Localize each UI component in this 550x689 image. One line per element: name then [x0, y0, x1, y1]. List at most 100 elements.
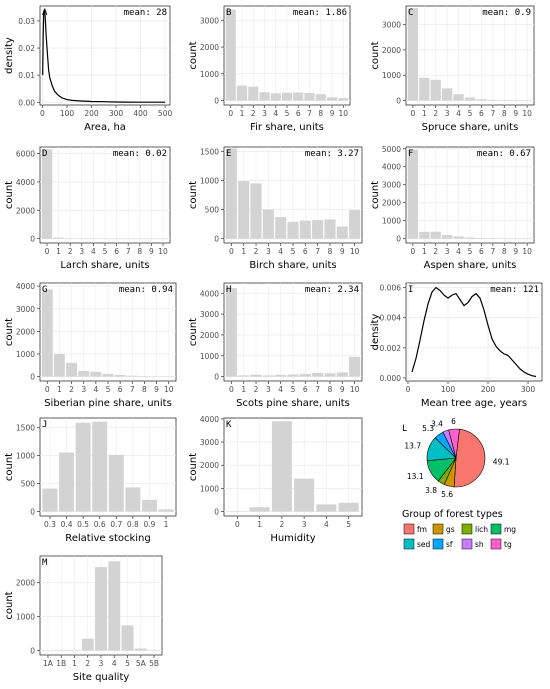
x-tick-label: 0.6 [94, 520, 106, 529]
x-tick-label: 0 [229, 247, 234, 256]
y-tick-label: 1000 [16, 612, 35, 621]
x-tick-label: 6 [479, 109, 484, 118]
y-tick-label: 0.00 [18, 98, 35, 107]
x-axis-label: Siberian pine share, units [44, 398, 172, 409]
y-axis-label: count [4, 181, 15, 209]
panel-label: B [226, 8, 231, 18]
bar-5 [102, 373, 114, 377]
x-axis-label: Site quality [73, 672, 130, 683]
bar-0.6 [92, 421, 108, 512]
y-axis-label: count [370, 41, 381, 69]
x-tick-label: 5B [149, 659, 159, 668]
bar-2 [430, 79, 441, 101]
legend-title: Group of forest types [402, 509, 503, 520]
x-tick-label: 5 [291, 247, 296, 256]
x-tick-label: 400 [133, 109, 148, 118]
y-tick-label: 4000 [200, 289, 219, 298]
y-tick-label: 2000 [16, 327, 35, 336]
bar-1 [238, 181, 250, 239]
y-tick-label: 5000 [382, 145, 401, 154]
x-tick-label: 10 [158, 247, 168, 256]
bar-4 [275, 217, 287, 239]
x-tick-label: 6 [114, 247, 119, 256]
panel-label: J [42, 420, 47, 430]
x-tick-label: 4 [456, 109, 461, 118]
y-tick-label: 2000 [16, 206, 35, 215]
x-tick-label: 0 [410, 109, 415, 118]
bar-0 [225, 148, 237, 239]
bar-5 [338, 502, 359, 512]
y-tick-label: 0.006 [380, 284, 402, 293]
legend-swatch-tg [490, 538, 502, 550]
y-tick-label: 3000 [200, 16, 219, 25]
panel-K: 0 1000 2000 3000 4000 0 1 2 3 4 5 Humidity count K [188, 415, 363, 544]
pie-label-tg: 6 [451, 417, 456, 426]
x-tick-label: 0 [235, 520, 240, 529]
x-tick-label: 4 [278, 385, 283, 394]
x-axis-label: Relative stocking [65, 533, 151, 544]
panel-label: H [226, 285, 231, 295]
bar-9 [326, 97, 338, 101]
x-tick-label: 8 [318, 109, 323, 118]
panel-label: I [408, 285, 413, 295]
bar-10 [349, 210, 361, 239]
y-tick-label: 0 [214, 508, 219, 517]
x-tick-label: 0.3 [44, 520, 56, 529]
legend-swatch-sh [461, 538, 473, 550]
y-tick-label: 3000 [16, 305, 35, 314]
x-tick-label: 8 [502, 247, 507, 256]
x-tick-label: 4 [91, 247, 96, 256]
panel-L: L 49.1 5.6 3.813.1 13.75.33.4 6 Group of fores… [402, 417, 516, 550]
bar-1 [238, 375, 250, 377]
x-tick-label: 3 [302, 520, 307, 529]
x-tick-label: 2 [433, 247, 438, 256]
mean-annotation: mean: 0.9 [482, 8, 531, 18]
bar-0 [225, 288, 237, 377]
x-tick-label: 2 [85, 659, 90, 668]
legend-label-sed: sed [417, 540, 431, 549]
y-tick-label: 0.000 [380, 374, 402, 383]
x-axis-label: Aspen share, units [424, 260, 517, 271]
bar-10 [338, 98, 349, 101]
x-tick-label: 0 [45, 385, 50, 394]
y-tick-label: 0.01 [18, 71, 35, 80]
x-tick-label: 9 [513, 247, 518, 256]
x-tick-label: 0 [228, 109, 233, 118]
bar-4 [316, 504, 337, 512]
bar-1 [249, 507, 270, 512]
y-tick-label: 0 [30, 373, 35, 382]
y-tick-label: 3000 [382, 21, 401, 30]
bar-3 [78, 370, 90, 377]
x-tick-label: 9 [330, 109, 335, 118]
y-axis-label: density [4, 37, 15, 74]
bar-8 [315, 94, 326, 101]
panel-label: F [408, 149, 413, 159]
y-tick-label: 3000 [200, 438, 219, 447]
bar-4 [108, 561, 121, 651]
x-tick-label: 1 [56, 247, 61, 256]
bar-5 [281, 92, 293, 101]
mean-annotation: mean: 1.86 [293, 8, 347, 18]
y-tick-label: 2000 [200, 331, 219, 340]
y-tick-label: 0.004 [380, 314, 402, 323]
x-axis-label: Spruce share, units [422, 122, 519, 133]
x-tick-label: 0.4 [61, 520, 73, 529]
x-tick-label: 7 [490, 109, 495, 118]
x-tick-label: 0.5 [77, 520, 89, 529]
y-tick-label: 1000 [382, 71, 401, 80]
bar-7 [487, 99, 498, 101]
bar-2 [250, 183, 262, 239]
bar-5 [121, 625, 134, 651]
bar-2 [430, 231, 441, 239]
panel-I-frame [405, 282, 543, 382]
y-tick-label: 0 [396, 97, 401, 106]
y-tick-label: 4000 [16, 282, 35, 291]
y-tick-label: 3000 [382, 181, 401, 190]
x-tick-label: 8 [502, 109, 507, 118]
bar-1 [53, 353, 65, 377]
bar-7 [126, 375, 138, 377]
pie-label-gs: 5.6 [441, 490, 453, 499]
